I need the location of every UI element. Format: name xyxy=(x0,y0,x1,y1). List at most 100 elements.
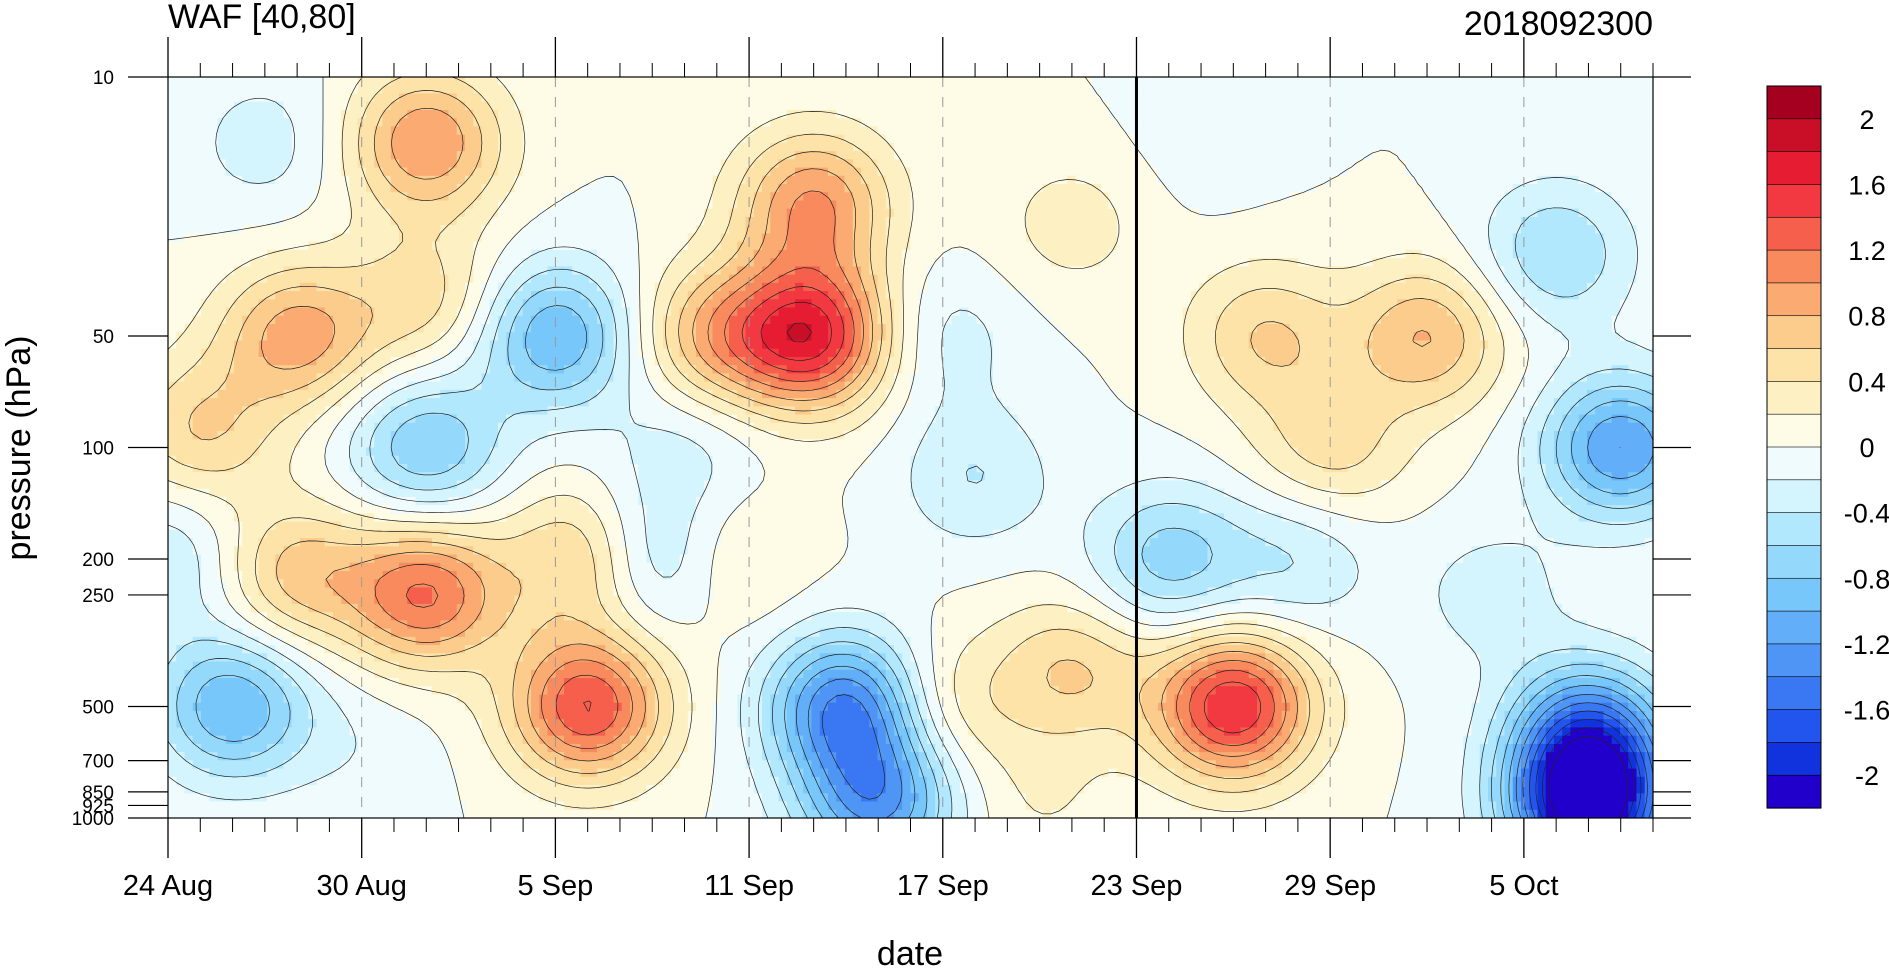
field-cell xyxy=(1183,242,1192,251)
field-cell xyxy=(374,209,383,218)
field-cell xyxy=(1595,266,1604,275)
field-cell xyxy=(333,151,342,160)
field-cell xyxy=(1620,135,1629,144)
field-cell xyxy=(226,110,235,119)
field-cell xyxy=(1265,85,1274,94)
field-cell xyxy=(655,299,664,308)
field-cell xyxy=(1307,159,1316,168)
field-cell xyxy=(1059,151,1068,160)
field-cell xyxy=(226,283,235,292)
field-cell xyxy=(1513,242,1522,251)
field-cell xyxy=(1348,201,1357,210)
field-cell xyxy=(1488,159,1497,168)
field-cell xyxy=(234,299,243,308)
field-cell xyxy=(350,135,359,144)
field-cell xyxy=(1043,242,1052,251)
field-cell xyxy=(861,201,870,210)
field-cell xyxy=(457,283,466,292)
field-cell xyxy=(259,192,268,201)
field-cell xyxy=(1587,102,1596,111)
field-cell xyxy=(1158,242,1167,251)
field-cell xyxy=(1463,192,1472,201)
field-cell xyxy=(1001,93,1010,102)
field-cell xyxy=(1488,118,1497,127)
field-cell xyxy=(878,143,887,152)
field-cell xyxy=(1620,85,1629,94)
field-cell xyxy=(218,135,227,144)
field-cell xyxy=(1010,299,1019,308)
field-cell xyxy=(308,242,317,251)
field-cell xyxy=(1529,168,1538,177)
field-cell xyxy=(325,126,334,135)
field-cell xyxy=(358,266,367,275)
field-cell xyxy=(696,291,705,300)
field-cell xyxy=(1051,291,1060,300)
field-cell xyxy=(845,102,854,111)
field-cell xyxy=(1216,291,1225,300)
field-cell xyxy=(556,93,565,102)
field-cell xyxy=(391,299,400,308)
field-cell xyxy=(572,225,581,234)
field-cell xyxy=(869,102,878,111)
field-cell xyxy=(176,299,185,308)
field-cell xyxy=(1513,118,1522,127)
field-cell xyxy=(754,151,763,160)
field-cell xyxy=(1463,258,1472,267)
field-cell xyxy=(853,225,862,234)
field-cell xyxy=(1571,233,1580,242)
field-cell xyxy=(1059,102,1068,111)
field-cell xyxy=(515,201,524,210)
field-cell xyxy=(1051,192,1060,201)
field-cell xyxy=(1051,275,1060,284)
field-cell xyxy=(284,184,293,193)
field-cell xyxy=(1109,233,1118,242)
field-cell xyxy=(341,85,350,94)
field-cell xyxy=(960,283,969,292)
field-cell xyxy=(1175,176,1184,185)
field-cell xyxy=(1191,151,1200,160)
field-cell xyxy=(1447,266,1456,275)
field-cell xyxy=(927,192,936,201)
field-cell xyxy=(729,85,738,94)
field-cell xyxy=(1422,93,1431,102)
field-cell xyxy=(1249,110,1258,119)
field-cell xyxy=(350,176,359,185)
field-cell xyxy=(1026,118,1035,127)
field-cell xyxy=(308,102,317,111)
field-cell xyxy=(333,291,342,300)
field-cell xyxy=(1290,159,1299,168)
field-cell xyxy=(1034,110,1043,119)
field-cell xyxy=(729,126,738,135)
field-cell xyxy=(614,85,623,94)
field-cell xyxy=(1645,225,1654,234)
field-cell xyxy=(1018,126,1027,135)
field-cell xyxy=(1562,168,1571,177)
field-cell xyxy=(1166,159,1175,168)
field-cell xyxy=(1018,176,1027,185)
field-cell xyxy=(1142,110,1151,119)
field-cell xyxy=(671,192,680,201)
field-cell xyxy=(1496,118,1505,127)
field-cell xyxy=(1587,266,1596,275)
field-cell xyxy=(1208,168,1217,177)
field-cell xyxy=(1538,77,1547,86)
field-cell xyxy=(1480,201,1489,210)
field-cell xyxy=(1637,283,1646,292)
field-cell xyxy=(993,192,1002,201)
field-cell xyxy=(960,184,969,193)
field-cell xyxy=(878,258,887,267)
field-cell xyxy=(168,85,177,94)
field-cell xyxy=(176,143,185,152)
field-cell xyxy=(1430,283,1439,292)
field-cell xyxy=(1208,102,1217,111)
field-cell xyxy=(977,192,986,201)
field-cell xyxy=(416,176,425,185)
field-cell xyxy=(1513,275,1522,284)
field-cell xyxy=(1175,283,1184,292)
field-cell xyxy=(820,291,829,300)
field-cell xyxy=(498,184,507,193)
field-cell xyxy=(1257,275,1266,284)
field-cell xyxy=(292,258,301,267)
field-cell xyxy=(449,209,458,218)
field-cell xyxy=(1612,275,1621,284)
